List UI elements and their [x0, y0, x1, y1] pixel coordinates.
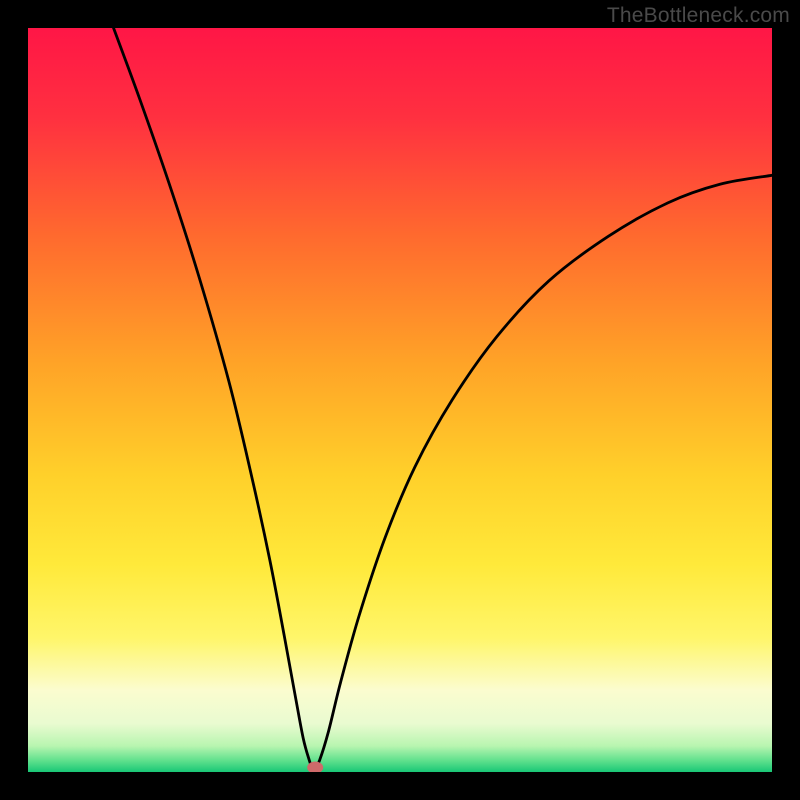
gradient-background: [28, 28, 772, 772]
optimal-point-marker: [307, 762, 323, 774]
bottleneck-chart: [0, 0, 800, 800]
chart-frame: TheBottleneck.com: [0, 0, 800, 800]
watermark-text: TheBottleneck.com: [607, 4, 790, 28]
